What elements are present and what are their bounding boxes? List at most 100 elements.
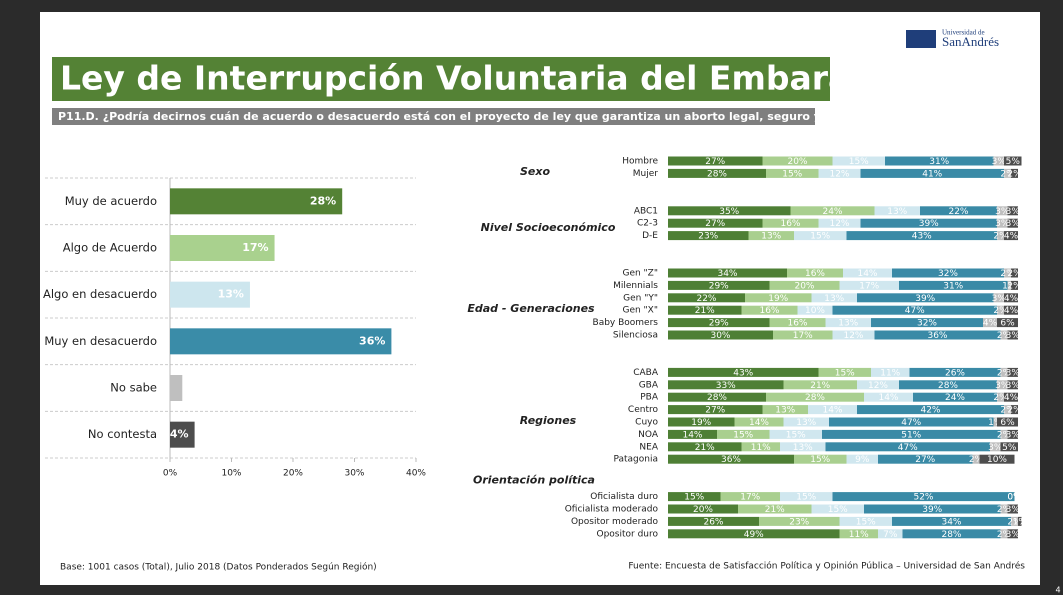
segment	[1000, 529, 1008, 539]
segment	[668, 218, 763, 228]
value-label: 28%	[310, 194, 336, 207]
segment-label: 3%	[995, 207, 1010, 217]
segment-label: 4%	[1004, 232, 1019, 242]
segment	[668, 442, 742, 452]
segment	[1004, 392, 1018, 402]
segment-label: 13%	[887, 207, 907, 217]
segment-label: 3%	[995, 219, 1010, 229]
segment-label: 11%	[751, 443, 771, 453]
row-label: Hombre	[622, 157, 658, 167]
segment-label: 14%	[749, 418, 769, 428]
segment	[878, 529, 903, 539]
segment-label: 3%	[1006, 219, 1021, 229]
segment	[993, 156, 1004, 166]
category-label: Muy en desacuerdo	[44, 334, 157, 348]
segment-label: 3%	[1006, 505, 1021, 515]
group-label: Sexo	[520, 165, 550, 178]
segment	[832, 330, 875, 340]
segment-label: 49%	[744, 530, 764, 540]
segment-label: 15%	[810, 455, 830, 465]
segment-label: 3%	[995, 381, 1010, 391]
segment	[668, 405, 763, 415]
segment-label: 12%	[829, 169, 849, 179]
segment	[1011, 168, 1018, 178]
segment	[846, 454, 878, 464]
segment	[668, 417, 735, 427]
segment-label: 21%	[695, 306, 715, 316]
segment-label: 15%	[810, 232, 830, 242]
segment-label: 3%	[988, 443, 1003, 453]
segment	[668, 529, 840, 539]
segment-label: 15%	[849, 157, 869, 167]
segment-label: 2%	[969, 455, 984, 465]
segment	[790, 206, 875, 216]
segment	[1000, 367, 1008, 377]
segment-label: 3%	[1006, 530, 1021, 540]
segment-label: 26%	[703, 517, 723, 527]
category-label: Algo de Acuerdo	[63, 241, 157, 255]
title-box	[52, 57, 830, 101]
segment-label: 15%	[828, 505, 848, 515]
segment-label: 15%	[733, 430, 753, 440]
segment-label: 2%	[1007, 517, 1022, 527]
row-label: Opositor moderado	[571, 517, 659, 527]
segment	[762, 156, 833, 166]
segment-label: 28%	[805, 393, 825, 403]
logo-line2: SanAndrés	[942, 34, 999, 49]
subtitle: P11.D. ¿Podría decirnos cuán de acuerdo …	[58, 110, 882, 123]
segment	[769, 280, 840, 290]
segment	[668, 392, 766, 402]
segment	[997, 305, 1004, 315]
segment	[972, 454, 980, 464]
segment-label: 14%	[682, 430, 702, 440]
segment	[1007, 380, 1018, 390]
segment	[1007, 218, 1018, 228]
row-label: NOA	[638, 430, 659, 440]
segment-label: 3%	[1006, 207, 1021, 217]
segment	[668, 367, 819, 377]
segment-label: 43%	[912, 232, 932, 242]
segment	[783, 417, 829, 427]
segment	[993, 293, 1004, 303]
segment	[668, 492, 721, 502]
segment-label: 14%	[857, 269, 877, 279]
segment-label: 7%	[883, 530, 898, 540]
segment	[741, 442, 780, 452]
bar	[170, 188, 343, 215]
subtitle-box	[52, 108, 815, 125]
segment	[794, 231, 847, 241]
segment-label: 10%	[987, 455, 1007, 465]
segment-label: 35%	[719, 207, 739, 217]
group-label: Regiones	[520, 414, 577, 427]
segment-label: 39%	[922, 505, 942, 515]
segment-label: 34%	[941, 517, 961, 527]
segment	[822, 429, 1001, 439]
segment	[668, 156, 763, 166]
segment-label: 20%	[787, 157, 807, 167]
segment-label: 6%	[1000, 418, 1015, 428]
segment	[1004, 293, 1018, 303]
group-label: Orientación política	[473, 474, 595, 487]
segment-label: 9%	[855, 455, 870, 465]
segment-label: 20%	[794, 281, 814, 291]
segment-label: 34%	[717, 269, 737, 279]
segment	[997, 218, 1008, 228]
segment-label: 36%	[721, 455, 741, 465]
segment	[979, 454, 1015, 464]
segment	[780, 492, 833, 502]
segment	[885, 156, 994, 166]
segment-label: 1%	[1002, 281, 1017, 291]
segment-label: 4%	[983, 319, 998, 329]
segment-label: 29%	[709, 281, 729, 291]
category-label: No sabe	[110, 381, 157, 395]
segment	[818, 218, 861, 228]
x-tick-label: 30%	[344, 469, 364, 479]
segment-label: 2%	[1007, 169, 1022, 179]
footer-source: Fuente: Encuesta de Satisfacción Polític…	[628, 561, 1025, 572]
segment	[899, 380, 997, 390]
segment-label: 26%	[945, 368, 965, 378]
segment-label: 15%	[786, 430, 806, 440]
segment-label: 5%	[1006, 157, 1021, 167]
logo-line1: Universidad de	[942, 29, 985, 37]
bar	[170, 375, 183, 401]
